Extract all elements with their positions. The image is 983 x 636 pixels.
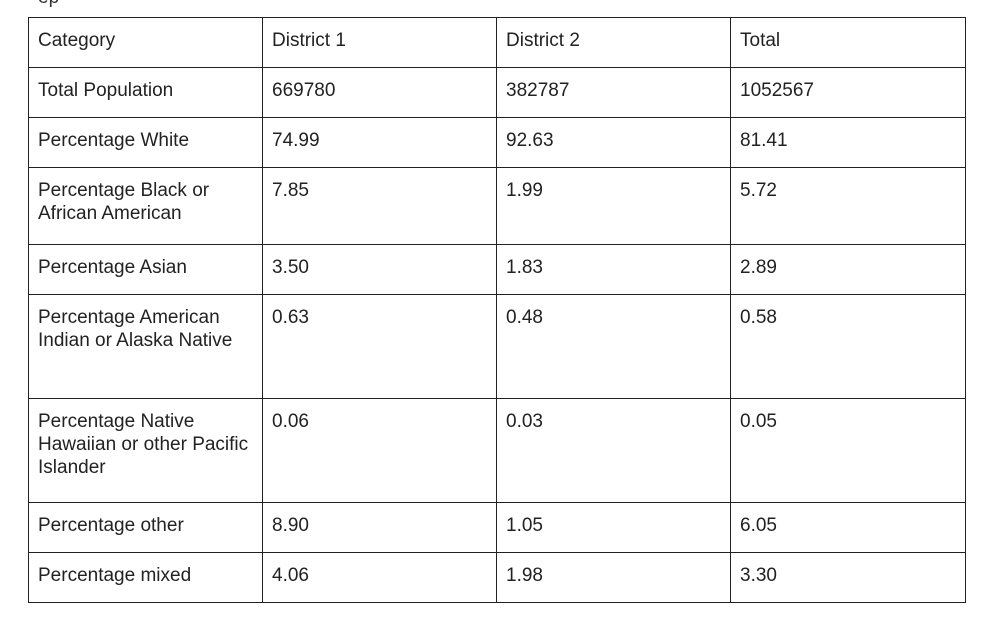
district-1-cell: 4.06 — [262, 552, 497, 603]
row-label-cell: Percentage American Indian or Alaska Nat… — [28, 294, 263, 399]
row-label-cell: Percentage Asian — [28, 244, 263, 295]
row-label-cell: Percentage Native Hawaiian or other Paci… — [28, 398, 263, 503]
district-1-cell: 74.99 — [262, 117, 497, 168]
row-label-cell: Percentage other — [28, 502, 263, 553]
district-1-cell: 3.50 — [262, 244, 497, 295]
district-1-cell: 8.90 — [262, 502, 497, 553]
district-2-cell: 1.05 — [496, 502, 731, 553]
header-cell-category: Category — [28, 17, 263, 68]
row-label-cell: Percentage Black or African American — [28, 167, 263, 245]
population-table: Category District 1 District 2 Total Tot… — [28, 17, 966, 603]
header-cell-total: Total — [730, 17, 966, 68]
row-label-cell: Percentage White — [28, 117, 263, 168]
table-row: Total Population 669780 382787 1052567 — [28, 67, 966, 118]
district-2-cell: 1.98 — [496, 552, 731, 603]
total-cell: 5.72 — [730, 167, 966, 245]
table-row: Percentage other 8.90 1.05 6.05 — [28, 502, 966, 553]
table-row: Percentage Black or African American 7.8… — [28, 167, 966, 245]
total-cell: 0.58 — [730, 294, 966, 399]
district-2-cell: 92.63 — [496, 117, 731, 168]
district-1-cell: 0.63 — [262, 294, 497, 399]
total-cell: 2.89 — [730, 244, 966, 295]
row-label-cell: Percentage mixed — [28, 552, 263, 603]
district-1-cell: 7.85 — [262, 167, 497, 245]
total-cell: 1052567 — [730, 67, 966, 118]
total-cell: 3.30 — [730, 552, 966, 603]
table-row: Percentage American Indian or Alaska Nat… — [28, 294, 966, 399]
header-cell-district-2: District 2 — [496, 17, 731, 68]
total-cell: 81.41 — [730, 117, 966, 168]
table-row: Percentage Native Hawaiian or other Paci… — [28, 398, 966, 503]
district-2-cell: 0.03 — [496, 398, 731, 503]
table-row: Percentage mixed 4.06 1.98 3.30 — [28, 552, 966, 603]
district-2-cell: 0.48 — [496, 294, 731, 399]
header-cell-district-1: District 1 — [262, 17, 497, 68]
district-2-cell: 1.83 — [496, 244, 731, 295]
table-header-row: Category District 1 District 2 Total — [28, 17, 966, 68]
table-row: Percentage White 74.99 92.63 81.41 — [28, 117, 966, 168]
district-1-cell: 0.06 — [262, 398, 497, 503]
district-1-cell: 669780 — [262, 67, 497, 118]
total-cell: 0.05 — [730, 398, 966, 503]
district-2-cell: 382787 — [496, 67, 731, 118]
row-label-cell: Total Population — [28, 67, 263, 118]
total-cell: 6.05 — [730, 502, 966, 553]
clipped-text-line: ep — [38, 0, 59, 7]
table-row: Percentage Asian 3.50 1.83 2.89 — [28, 244, 966, 295]
district-2-cell: 1.99 — [496, 167, 731, 245]
